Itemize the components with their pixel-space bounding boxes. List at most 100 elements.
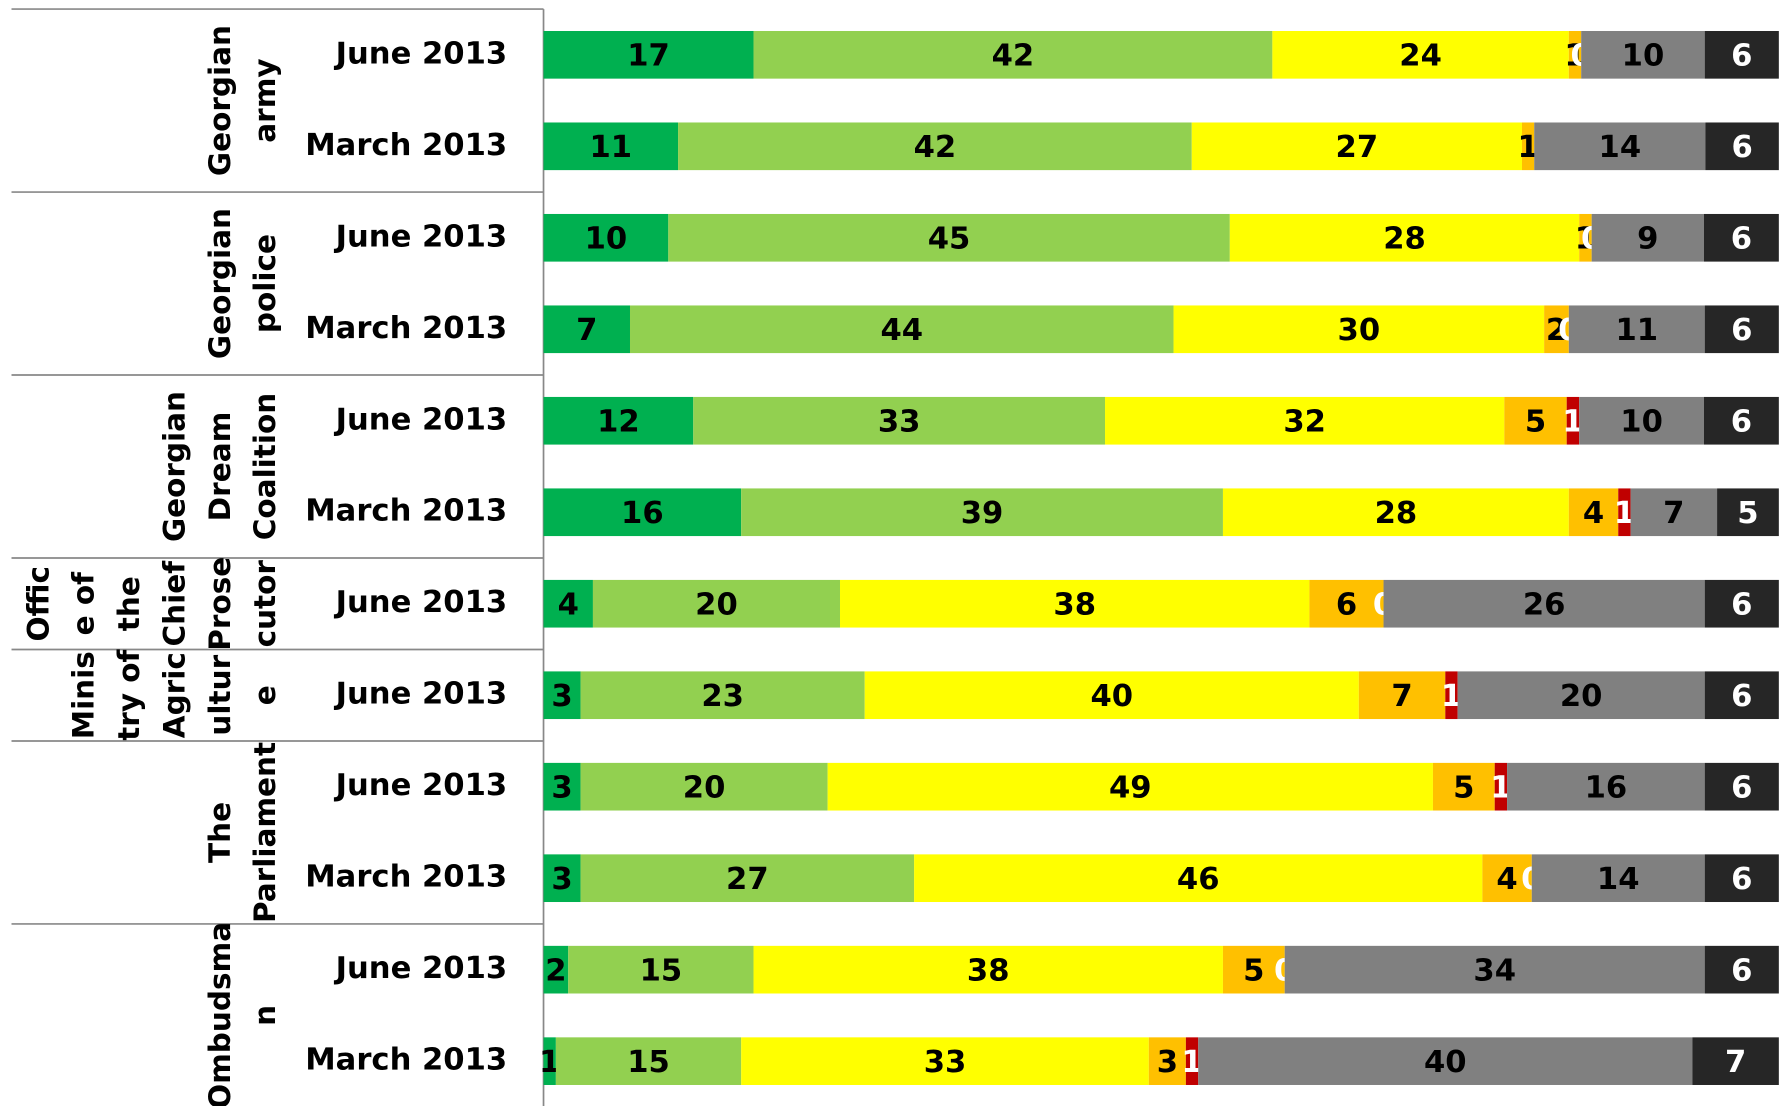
data-label: 3 <box>551 770 572 805</box>
data-label: 11 <box>1615 313 1658 348</box>
group-label: Georgian <box>203 25 237 176</box>
data-label: 28 <box>1375 496 1418 531</box>
bar-segment <box>1717 488 1779 537</box>
data-label: 7 <box>1663 496 1684 531</box>
data-label: 26 <box>1523 588 1566 623</box>
bar-segment <box>1704 945 1779 994</box>
bar-segment <box>1568 30 1582 79</box>
bar-segment <box>1229 213 1580 262</box>
bar-segment <box>839 579 1310 628</box>
data-label: 42 <box>914 130 957 165</box>
data-label: 6 <box>1731 679 1752 714</box>
data-label: 20 <box>1560 679 1603 714</box>
bar-segment <box>1494 762 1508 811</box>
data-label: 40 <box>1090 679 1133 714</box>
bar-segment <box>1581 30 1705 79</box>
data-label: 9 <box>1637 222 1658 257</box>
row-label: March 2013 <box>305 1043 507 1078</box>
bar-segment <box>543 1037 556 1085</box>
data-label: 15 <box>627 1045 670 1080</box>
bar-segment <box>1482 854 1532 903</box>
group-label: Parliament <box>248 742 282 923</box>
data-label: 6 <box>1731 130 1752 165</box>
data-label: 33 <box>924 1045 967 1080</box>
data-label: 7 <box>576 313 597 348</box>
bar-segment <box>1105 396 1505 445</box>
group-label: Coalition <box>248 393 282 540</box>
bar-segment <box>693 396 1106 445</box>
row-label: June 2013 <box>334 36 508 71</box>
data-label: 44 <box>880 313 923 348</box>
data-label: 10 <box>1622 39 1665 74</box>
data-label: 12 <box>597 405 640 440</box>
bar-segment <box>914 854 1483 903</box>
bar-segment <box>1521 122 1535 171</box>
bar-segment <box>1358 671 1446 720</box>
data-label: 3 <box>551 679 572 714</box>
bar-segment <box>580 671 865 720</box>
data-label: 46 <box>1177 862 1220 897</box>
bar-segment <box>1148 1037 1186 1085</box>
bar-segment <box>543 762 581 811</box>
group-label: Offic <box>21 566 55 641</box>
bar-segment <box>580 762 828 811</box>
bar-segment <box>543 30 754 79</box>
bar-segment <box>1704 671 1779 720</box>
row-label: June 2013 <box>334 951 508 986</box>
data-label: 14 <box>1599 130 1642 165</box>
row-label: March 2013 <box>305 860 507 895</box>
bar-segment <box>1383 579 1705 628</box>
bar-segment <box>1704 854 1779 903</box>
group-label: Minis <box>67 651 101 739</box>
row-label: June 2013 <box>334 219 508 254</box>
data-label: 14 <box>1597 862 1640 897</box>
bar-segment <box>1309 579 1384 628</box>
data-label: 17 <box>627 39 670 74</box>
data-label: 4 <box>558 588 579 623</box>
bar-segment <box>1568 488 1619 537</box>
bar-segment <box>1579 213 1592 262</box>
group-label: the <box>112 576 146 631</box>
row-label: June 2013 <box>334 402 508 437</box>
bar-segment <box>1191 122 1522 171</box>
bar-segment <box>543 122 679 171</box>
bar-segment <box>741 488 1223 537</box>
bar-segment <box>543 213 669 262</box>
bar-segment <box>1432 762 1495 811</box>
bar-segment <box>1703 213 1779 262</box>
data-label: 1 <box>1490 770 1511 805</box>
bar-segment <box>1534 122 1706 171</box>
data-label: 2 <box>1546 313 1567 348</box>
group-label: Georgian <box>157 391 191 542</box>
group-label: Chief <box>157 560 191 647</box>
data-label: 49 <box>1109 770 1152 805</box>
data-label: 11 <box>589 130 632 165</box>
row-label: June 2013 <box>334 677 508 712</box>
data-label: 20 <box>695 588 738 623</box>
data-label: 3 <box>1157 1045 1178 1080</box>
data-label: 28 <box>1383 222 1426 257</box>
data-label: 7 <box>1725 1045 1746 1080</box>
bar-segment <box>741 1037 1149 1085</box>
data-label: 6 <box>1731 862 1752 897</box>
bar-segment <box>753 945 1223 994</box>
data-label: 5 <box>1243 953 1264 988</box>
bar-segment <box>1445 671 1458 720</box>
bar-segment <box>580 854 915 903</box>
bar-segment <box>1222 488 1569 537</box>
bar-segment <box>543 396 694 445</box>
data-label: 30 <box>1338 313 1381 348</box>
data-label: 7 <box>1391 679 1412 714</box>
data-label: 1 <box>1181 1045 1202 1080</box>
group-label: n <box>248 1005 282 1026</box>
group-label: e <box>248 685 282 705</box>
row-label: June 2013 <box>334 585 508 620</box>
data-label: 15 <box>640 953 683 988</box>
bar-segment <box>1703 396 1779 445</box>
data-label: 1 <box>1562 405 1583 440</box>
bar-segment <box>543 488 742 537</box>
bar-segment <box>543 854 581 903</box>
data-label: 16 <box>621 496 664 531</box>
bar-segment <box>1504 396 1567 445</box>
group-label: ultur <box>203 654 237 735</box>
